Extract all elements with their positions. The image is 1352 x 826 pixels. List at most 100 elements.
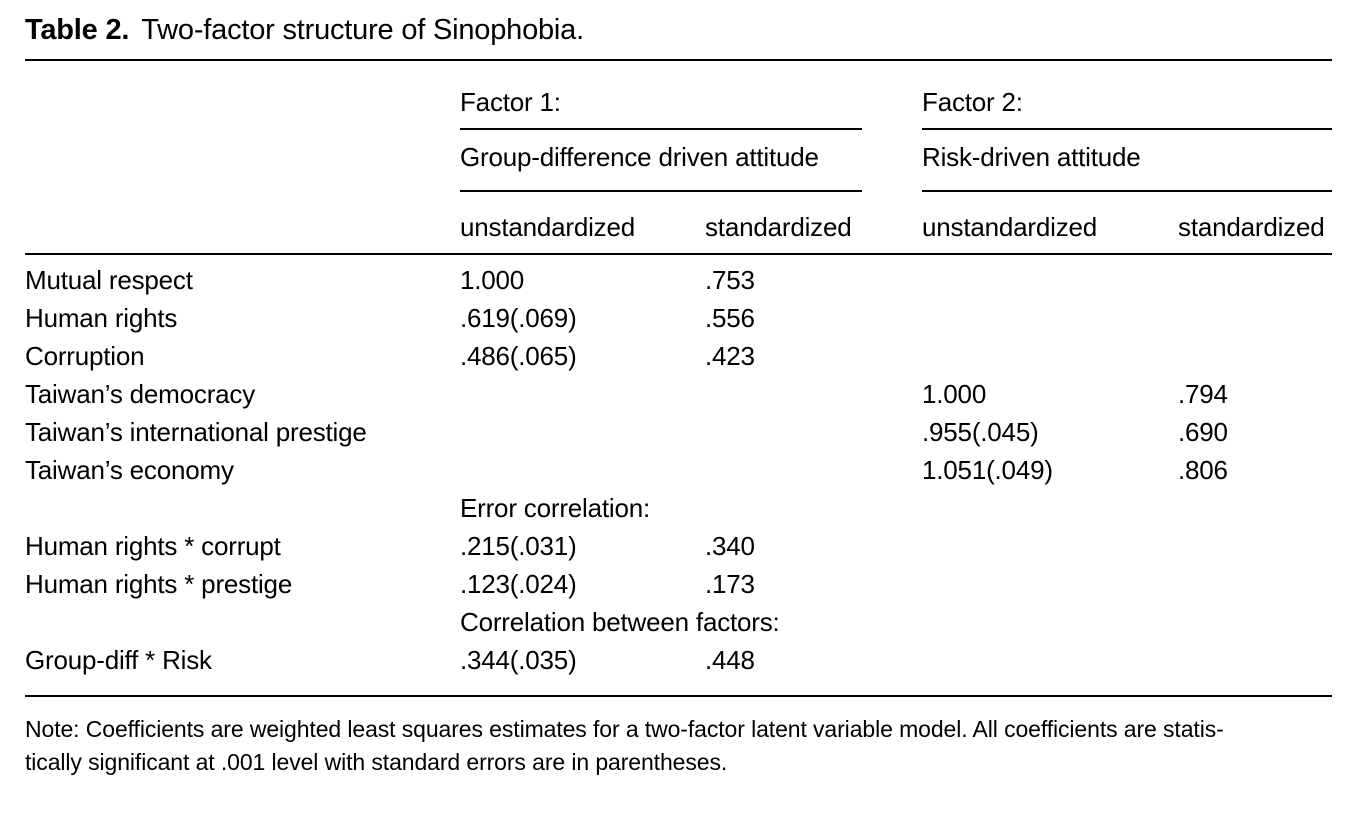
section-row: Correlation between factors: xyxy=(25,603,1332,641)
table-note: Note: Coefficients are weighted least sq… xyxy=(25,713,1332,779)
row-label: Human rights xyxy=(25,303,178,333)
cell-f2-standardized xyxy=(1178,603,1332,641)
f1-unstandardized-header: unstandardized xyxy=(460,191,705,255)
column-gap xyxy=(862,254,922,299)
cell-f1-standardized: .448 xyxy=(705,645,755,675)
row-label: Taiwan’s international prestige xyxy=(25,417,367,447)
cell-f1-unstandardized: .619(.069) xyxy=(460,303,577,333)
empty-cell xyxy=(25,191,460,255)
cell-f2-standardized xyxy=(1178,565,1332,603)
cell-f1-standardized xyxy=(705,375,862,413)
column-gap xyxy=(862,451,922,489)
note-line-1: Note: Coefficients are weighted least sq… xyxy=(25,716,1224,742)
cell-f1-standardized xyxy=(705,413,862,451)
cell-f2-unstandardized xyxy=(922,337,1178,375)
cell-f2-standardized: .806 xyxy=(1178,455,1228,485)
cell-f1-standardized: .340 xyxy=(705,531,755,561)
cell-f1-standardized: .173 xyxy=(705,569,755,599)
column-gap xyxy=(862,641,922,696)
factor2-description: Risk-driven attitude xyxy=(922,129,1333,192)
cell-f2-standardized: .794 xyxy=(1178,379,1228,409)
column-gap xyxy=(862,527,922,565)
subheader-row: unstandardized standardized unstandardiz… xyxy=(25,191,1333,255)
table-row: Human rights .619(.069) .556 xyxy=(25,299,1332,337)
cell-f2-unstandardized xyxy=(922,254,1178,299)
cell-f2-standardized xyxy=(1178,254,1332,299)
column-gap xyxy=(862,603,922,641)
column-gap xyxy=(862,191,923,255)
f2-standardized-header: standardized xyxy=(1178,191,1333,255)
empty-cell xyxy=(25,60,460,129)
cell-f1-unstandardized: 1.000 xyxy=(460,265,525,295)
f1-standardized-header: standardized xyxy=(705,191,863,255)
column-gap xyxy=(862,489,922,527)
note-line-2: tically significant at .001 level with s… xyxy=(25,749,728,775)
table-row: Corruption .486(.065) .423 xyxy=(25,337,1332,375)
table-row: Taiwan’s democracy 1.000 .794 xyxy=(25,375,1332,413)
row-label: Human rights * prestige xyxy=(25,569,293,599)
cell-f1-standardized: .423 xyxy=(705,341,755,371)
cell-f2-unstandardized: .955(.045) xyxy=(922,417,1039,447)
table-row: Group-diff * Risk .344(.035) .448 xyxy=(25,641,1332,696)
factor2-header: Factor 2: xyxy=(922,60,1333,130)
cell-f2-unstandardized xyxy=(922,527,1178,565)
section-label: Error correlation: xyxy=(460,493,651,523)
section-row: Error correlation: xyxy=(25,489,1332,527)
cell-f2-standardized xyxy=(1178,641,1332,696)
cell-f2-standardized: .690 xyxy=(1178,417,1228,447)
empty-cell xyxy=(25,129,460,191)
f2-unstandardized-header: unstandardized xyxy=(922,191,1179,255)
cell-f2-standardized xyxy=(1178,337,1332,375)
cell-f2-unstandardized xyxy=(922,299,1178,337)
cell-f1-unstandardized: .344(.035) xyxy=(460,645,577,675)
column-gap xyxy=(862,129,922,191)
cell-f2-standardized xyxy=(1178,299,1332,337)
cell-f1-unstandardized: .486(.065) xyxy=(460,341,577,371)
row-label xyxy=(25,489,460,527)
cell-f2-unstandardized xyxy=(922,603,1178,641)
factor1-header: Factor 1: xyxy=(460,60,863,130)
cell-f1-unstandardized: .215(.031) xyxy=(460,531,577,561)
column-gap xyxy=(862,60,922,129)
section-label: Correlation between factors: xyxy=(460,607,780,637)
table-row: Taiwan’s economy 1.051(.049) .806 xyxy=(25,451,1332,489)
cell-f1-unstandardized: .123(.024) xyxy=(460,569,577,599)
row-label: Corruption xyxy=(25,341,145,371)
cell-f1-standardized xyxy=(705,451,862,489)
row-label: Taiwan’s democracy xyxy=(25,379,256,409)
cell-f2-unstandardized xyxy=(922,489,1178,527)
cell-f1-unstandardized xyxy=(460,413,705,451)
factor-name-row: Factor 1: Factor 2: xyxy=(25,60,1333,130)
cell-f1-unstandardized xyxy=(460,451,705,489)
table-title: Table 2. Two-factor structure of Sinophob… xyxy=(25,14,1332,46)
row-label: Human rights * corrupt xyxy=(25,531,281,561)
cell-f2-unstandardized: 1.000 xyxy=(922,379,987,409)
cell-f2-unstandardized xyxy=(922,641,1178,696)
table-row: Taiwan’s international prestige .955(.045… xyxy=(25,413,1332,451)
table-number: Table 2. xyxy=(25,14,130,46)
column-gap xyxy=(862,565,922,603)
cell-f2-unstandardized xyxy=(922,565,1178,603)
cell-f1-standardized: .753 xyxy=(705,265,755,295)
cell-f1-standardized: .556 xyxy=(705,303,755,333)
two-factor-table: Factor 1: Factor 2: Group-difference dri… xyxy=(25,59,1333,697)
row-label: Taiwan’s economy xyxy=(25,455,234,485)
column-gap xyxy=(862,375,922,413)
row-label: Group-diff * Risk xyxy=(25,645,212,675)
column-gap xyxy=(862,299,922,337)
column-gap xyxy=(862,337,922,375)
cell-f2-unstandardized: 1.051(.049) xyxy=(922,455,1053,485)
cell-f2-standardized xyxy=(1178,527,1332,565)
factor-description-row: Group-difference driven attitude Risk-dr… xyxy=(25,129,1333,192)
column-gap xyxy=(862,413,922,451)
row-label xyxy=(25,603,460,641)
cell-f2-standardized xyxy=(1178,489,1332,527)
factor1-description: Group-difference driven attitude xyxy=(460,129,863,192)
cell-f1-unstandardized xyxy=(460,375,705,413)
table-row: Human rights * prestige .123(.024) .173 xyxy=(25,565,1332,603)
table-row: Human rights * corrupt .215(.031) .340 xyxy=(25,527,1332,565)
table-caption: Two-factor structure of Sinophobia. xyxy=(141,14,584,46)
row-label: Mutual respect xyxy=(25,265,193,295)
table-row: Mutual respect 1.000 .753 xyxy=(25,254,1332,299)
